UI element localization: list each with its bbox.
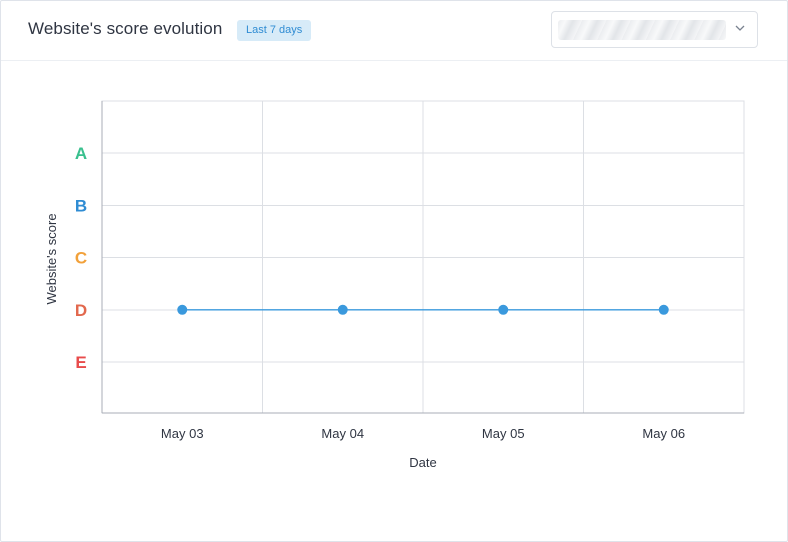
page-title: Website's score evolution <box>28 19 223 38</box>
y-tick-label: C <box>75 249 87 268</box>
y-tick-label: D <box>75 301 87 320</box>
period-badge: Last 7 days <box>237 20 312 41</box>
data-point <box>337 304 348 315</box>
x-axis-ticks: May 03 May 04 May 05 May 06 <box>161 426 685 441</box>
series-layer <box>177 304 669 315</box>
card-header: Website's score evolution Last 7 days <box>1 1 787 61</box>
score-chart: A B C D E May 03 May 04 May 05 May 06 Date Webs… <box>44 100 745 470</box>
y-axis-label: Website's score <box>44 213 59 304</box>
data-point <box>177 304 188 315</box>
y-tick-label: E <box>75 353 86 372</box>
x-tick-label: May 05 <box>482 426 525 441</box>
data-point <box>658 304 669 315</box>
x-tick-label: May 06 <box>642 426 685 441</box>
x-tick-label: May 03 <box>161 426 204 441</box>
chevron-down-icon <box>735 25 745 31</box>
y-axis-ticks: A B C D E <box>75 144 87 372</box>
data-point <box>498 304 509 315</box>
x-axis-label: Date <box>409 455 436 470</box>
y-tick-label: A <box>75 144 87 163</box>
selected-website-value <box>558 20 726 40</box>
x-tick-label: May 04 <box>321 426 364 441</box>
chart-grid <box>101 100 745 414</box>
y-tick-label: B <box>75 196 87 215</box>
website-select[interactable] <box>551 11 758 48</box>
